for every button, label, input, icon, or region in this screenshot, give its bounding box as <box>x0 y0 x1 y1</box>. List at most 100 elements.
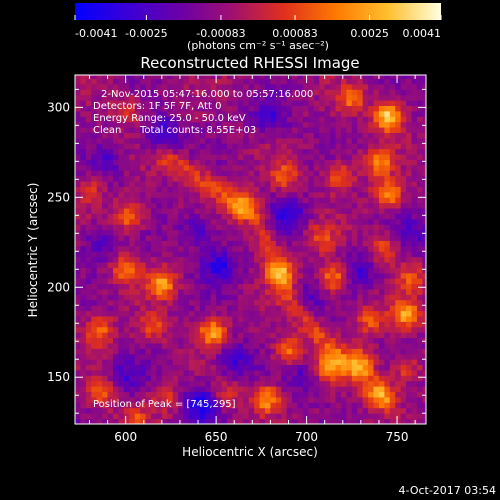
heatmap-cell <box>172 143 179 150</box>
heatmap-cell <box>308 299 315 306</box>
heatmap-cell <box>373 110 380 117</box>
heatmap-cell <box>406 332 412 339</box>
heatmap-cell <box>243 391 250 398</box>
heatmap-cell <box>183 278 190 285</box>
heatmap-cell <box>313 191 320 198</box>
heatmap-cell <box>346 132 353 139</box>
heatmap-cell <box>335 413 342 420</box>
heatmap-cell <box>243 262 250 268</box>
heatmap-cell <box>264 213 271 220</box>
heatmap-cell <box>286 348 293 355</box>
heatmap-cell <box>400 326 407 333</box>
heatmap-cell <box>259 170 266 177</box>
heatmap-cell <box>167 353 174 360</box>
heatmap-cell <box>302 283 309 290</box>
heatmap-cell <box>259 337 266 344</box>
heatmap-cell <box>319 316 326 322</box>
heatmap-cell <box>243 272 250 279</box>
heatmap-cell <box>395 164 402 171</box>
heatmap-cell <box>102 110 108 117</box>
heatmap-cell <box>406 213 412 220</box>
heatmap-cell <box>335 391 342 398</box>
heatmap-cell <box>357 83 364 90</box>
heatmap-cell <box>270 321 277 328</box>
heatmap-cell <box>373 78 380 85</box>
footer-date: 4-Oct-2017 03:54 <box>399 484 496 497</box>
heatmap-cell <box>275 132 282 139</box>
heatmap-cell <box>85 197 92 204</box>
heatmap-cell <box>226 251 233 258</box>
heatmap-cell <box>75 143 81 150</box>
heatmap-cell <box>270 343 277 349</box>
heatmap-cell <box>134 348 141 355</box>
heatmap-cell <box>140 240 146 247</box>
heatmap-cell <box>188 370 195 376</box>
heatmap-cell <box>264 283 271 290</box>
heatmap-cell <box>123 402 130 409</box>
heatmap-cell <box>118 224 125 231</box>
heatmap-cell <box>80 278 87 285</box>
heatmap-cell <box>248 364 255 371</box>
heatmap-cell <box>313 299 320 306</box>
heatmap-cell <box>416 418 423 424</box>
heatmap-cell <box>324 386 331 393</box>
heatmap-cell <box>91 278 98 285</box>
heatmap-cell <box>373 262 380 268</box>
heatmap-cell <box>286 148 293 155</box>
heatmap-cell <box>129 370 136 376</box>
heatmap-cell <box>232 267 239 274</box>
heatmap-cell <box>297 175 304 182</box>
heatmap-cell <box>210 127 217 133</box>
heatmap-cell <box>129 321 136 328</box>
heatmap-cell <box>96 110 103 117</box>
heatmap-cell <box>226 75 233 79</box>
heatmap-cell <box>416 321 423 328</box>
heatmap-cell <box>378 391 385 398</box>
heatmap-cell <box>362 305 369 312</box>
heatmap-cell <box>340 164 347 171</box>
heatmap-cell <box>346 391 353 398</box>
heatmap-cell <box>129 208 136 214</box>
heatmap-cell <box>389 267 396 274</box>
heatmap-cell <box>373 386 380 393</box>
heatmap-cell <box>178 78 184 85</box>
heatmap-cell <box>340 127 347 133</box>
heatmap-cell <box>112 310 119 317</box>
heatmap-cell <box>389 332 396 339</box>
heatmap-cell <box>270 359 277 366</box>
heatmap-cell <box>378 148 385 155</box>
heatmap-cell <box>286 391 293 398</box>
heatmap-cell <box>96 143 103 150</box>
heatmap-cell <box>123 127 130 133</box>
heatmap-cell <box>254 110 260 117</box>
heatmap-cell <box>150 154 157 160</box>
heatmap-cell <box>188 175 195 182</box>
heatmap-cell <box>188 413 195 420</box>
heatmap-cell <box>205 267 212 274</box>
heatmap-cell <box>216 337 222 344</box>
heatmap-cell <box>362 137 369 144</box>
heatmap-cell <box>194 380 201 387</box>
heatmap-cell <box>406 251 412 258</box>
heatmap-cell <box>259 348 266 355</box>
heatmap-cell <box>368 386 374 393</box>
heatmap-cell <box>237 121 244 128</box>
heatmap-cell <box>389 343 396 349</box>
heatmap-cell <box>248 143 255 150</box>
heatmap-cell <box>335 316 342 322</box>
heatmap-cell <box>210 391 217 398</box>
heatmap-cell <box>340 267 347 274</box>
heatmap-cell <box>313 262 320 268</box>
heatmap-cell <box>297 289 304 295</box>
heatmap-cell <box>400 235 407 241</box>
heatmap-cell <box>422 137 426 144</box>
heatmap-cell <box>112 127 119 133</box>
heatmap-cell <box>134 364 141 371</box>
heatmap-cell <box>161 245 168 252</box>
heatmap-cell <box>411 375 418 382</box>
heatmap-cell <box>140 289 146 295</box>
heatmap-cell <box>308 218 315 225</box>
heatmap-cell <box>237 272 244 279</box>
heatmap-cell <box>221 159 228 166</box>
heatmap-cell <box>243 407 250 414</box>
